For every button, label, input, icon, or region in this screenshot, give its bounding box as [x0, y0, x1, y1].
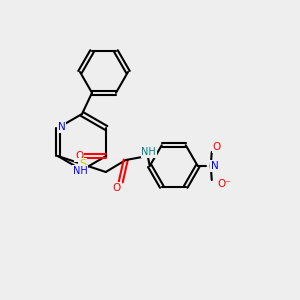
- Text: O: O: [112, 183, 121, 193]
- Text: O: O: [213, 142, 221, 152]
- Text: S: S: [79, 159, 86, 169]
- Text: O: O: [75, 151, 83, 161]
- Text: NH: NH: [141, 147, 156, 157]
- Text: NH: NH: [73, 166, 87, 176]
- Text: N: N: [211, 161, 218, 171]
- Text: N: N: [58, 122, 66, 132]
- Text: O⁻: O⁻: [218, 179, 232, 189]
